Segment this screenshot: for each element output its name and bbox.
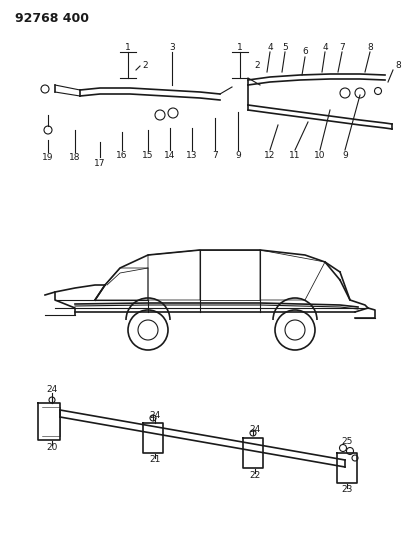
Text: 9: 9	[235, 151, 241, 160]
Text: 23: 23	[341, 486, 353, 495]
Text: 19: 19	[42, 154, 54, 163]
Text: 14: 14	[164, 151, 176, 160]
Text: 4: 4	[267, 43, 273, 52]
Text: 7: 7	[212, 151, 218, 160]
Text: 7: 7	[339, 43, 345, 52]
Text: 24: 24	[249, 425, 261, 434]
Text: 12: 12	[264, 151, 276, 160]
Text: 21: 21	[149, 456, 161, 464]
Text: 10: 10	[314, 151, 326, 160]
Text: 17: 17	[94, 158, 106, 167]
Text: 92768 400: 92768 400	[15, 12, 89, 25]
Text: 20: 20	[46, 442, 58, 451]
Text: 3: 3	[169, 43, 175, 52]
Text: 2: 2	[254, 61, 260, 70]
Text: 22: 22	[249, 471, 261, 480]
Text: 25: 25	[341, 438, 353, 447]
Text: 16: 16	[116, 151, 128, 160]
Text: 8: 8	[367, 43, 373, 52]
Text: 24: 24	[46, 385, 58, 394]
Text: 15: 15	[142, 151, 154, 160]
Text: 8: 8	[395, 61, 401, 69]
Text: 9: 9	[342, 151, 348, 160]
Text: 5: 5	[282, 43, 288, 52]
Text: 2: 2	[142, 61, 148, 70]
Text: 1: 1	[237, 43, 243, 52]
Text: 1: 1	[125, 43, 131, 52]
Text: 24: 24	[149, 410, 161, 419]
Text: 18: 18	[69, 154, 81, 163]
Text: 6: 6	[302, 47, 308, 56]
Text: 11: 11	[289, 151, 301, 160]
Text: 13: 13	[186, 151, 198, 160]
Text: 4: 4	[322, 43, 328, 52]
